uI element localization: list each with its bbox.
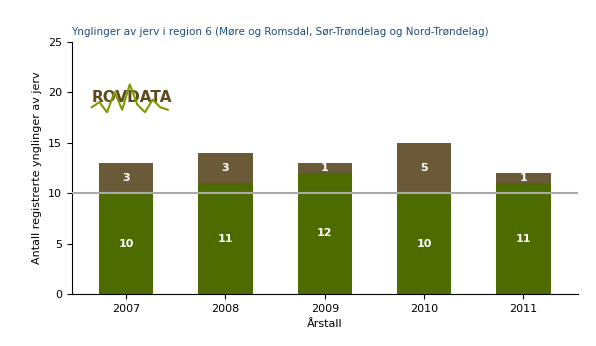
Text: ROVDATA: ROVDATA [92, 90, 172, 104]
Bar [198, 183, 253, 294]
Text: Ynglinger av jerv i region 6 (Møre og Romsdal, Sør-Trøndelag og Nord-Trøndelag): Ynglinger av jerv i region 6 (Møre og Ro… [72, 27, 489, 37]
Bar [99, 193, 154, 294]
Bar [496, 173, 551, 183]
Bar [99, 163, 154, 193]
Bar [297, 163, 352, 173]
Bar [496, 183, 551, 294]
Text: 3: 3 [122, 173, 130, 183]
Text: 10: 10 [417, 239, 432, 248]
Bar [198, 153, 253, 183]
Text: 5: 5 [420, 163, 428, 173]
X-axis label: Årstall: Årstall [307, 319, 343, 329]
Text: 12: 12 [317, 228, 333, 238]
Text: 3: 3 [222, 163, 229, 173]
Text: 11: 11 [516, 234, 531, 244]
Y-axis label: Antall registrerte ynglinger av jerv: Antall registrerte ynglinger av jerv [32, 72, 42, 264]
Text: 1: 1 [520, 173, 527, 183]
Text: 11: 11 [218, 234, 233, 244]
Bar [397, 143, 452, 193]
Text: 10: 10 [119, 239, 134, 248]
Text: 1: 1 [321, 163, 329, 173]
Bar [297, 173, 352, 294]
Bar [397, 193, 452, 294]
